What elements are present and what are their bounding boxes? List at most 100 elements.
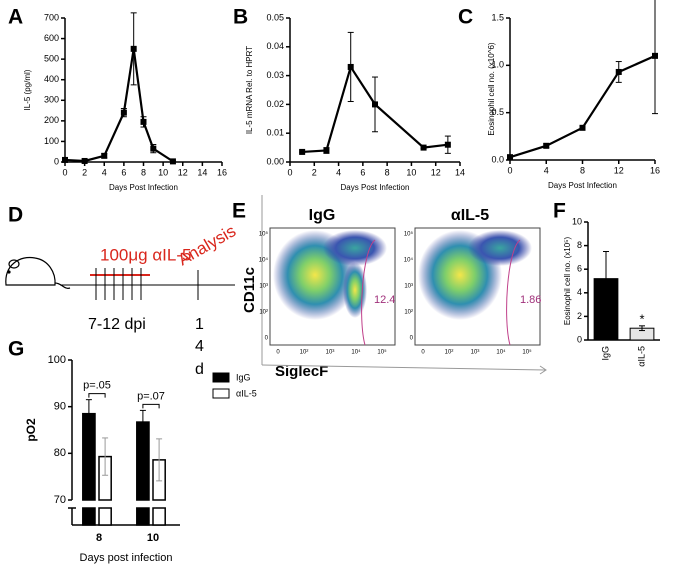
x-tick-label: 6: [121, 167, 126, 177]
point: [120, 109, 127, 116]
flow-tick-label: 0: [410, 336, 414, 342]
y-tick-label: 1.5: [491, 12, 504, 22]
y-axis-label: Eosinophil cell no. (x10⁵): [563, 237, 572, 326]
flow-axis-arrow: [539, 365, 547, 375]
flow-tick-label: 10⁴: [259, 257, 269, 264]
point: [299, 148, 306, 155]
flow-tick-label: 10³: [471, 350, 480, 356]
bracket: [88, 393, 106, 398]
window-label: 7-12 dpi: [88, 316, 146, 333]
flow-title: IgG: [309, 207, 336, 224]
y-tick-label: 80: [54, 447, 66, 459]
flow-title: αIL-5: [451, 207, 489, 224]
day-label: d: [195, 361, 204, 378]
point: [130, 45, 137, 52]
y-tick-label: 0.0: [491, 154, 504, 164]
y-tick-label: 6: [577, 264, 582, 274]
y-tick-label: 400: [44, 74, 59, 84]
p-value: p=.07: [137, 390, 165, 402]
flow-tick-label: 10²: [404, 310, 413, 316]
legend-label: IgG: [236, 372, 251, 382]
flow-tick-label: 10³: [326, 350, 335, 356]
point: [81, 157, 88, 164]
legend-swatch: [212, 372, 230, 383]
y-tick-label: 0.01: [266, 128, 284, 138]
y-tick-label: 300: [44, 95, 59, 105]
day-label: 4: [195, 338, 204, 355]
panel-letter: G: [8, 338, 24, 361]
point: [507, 154, 513, 161]
flow-axis-arrow: [261, 364, 546, 371]
mouse-icon: [5, 256, 71, 289]
x-tick-label: 14: [455, 167, 465, 177]
x-tick-label: 8: [96, 532, 102, 544]
x-tick-label: 8: [385, 167, 390, 177]
line: [64, 48, 174, 163]
flow-tick-label: 10⁵: [377, 349, 387, 356]
y-tick-label: 0: [54, 156, 59, 166]
bar-stub: [98, 507, 112, 526]
legend-swatch: [212, 388, 230, 399]
x-tick-label: 0: [287, 167, 292, 177]
y-tick-label: 700: [44, 12, 59, 22]
panel-letter: E: [232, 200, 246, 223]
y-tick-label: 0.5: [491, 107, 504, 117]
flow-y-label: CD11c: [241, 267, 258, 313]
y-tick-label: 100: [48, 354, 66, 366]
significance: *: [639, 311, 644, 326]
point: [543, 142, 550, 149]
x-tick-label: 10: [406, 167, 416, 177]
x-tick-label: 4: [102, 167, 107, 177]
point: [652, 52, 658, 59]
x-tick-label: 16: [217, 167, 227, 177]
y-axis-label: IL-5 (pg/ml): [23, 69, 32, 110]
flow-tick-label: 10⁵: [259, 231, 269, 238]
x-tick-label: IgG: [600, 346, 610, 361]
flow-tick-label: 10⁵: [404, 231, 414, 238]
x-tick-label: 14: [197, 167, 207, 177]
point: [323, 147, 330, 154]
panel-letter: F: [553, 200, 566, 223]
y-tick-label: 4: [577, 287, 582, 297]
x-tick-label: 2: [312, 167, 317, 177]
x-tick-label: 12: [614, 165, 624, 175]
x-axis-label: Days post infection: [80, 552, 173, 564]
x-axis-label: Days Post Infection: [548, 181, 617, 190]
y-tick-label: 0.00: [266, 156, 284, 166]
treatment-label: 100μg αIL-5: [100, 245, 191, 264]
x-tick-label: 16: [650, 165, 660, 175]
point: [140, 118, 147, 125]
y-axis-label: Eosinophil cell no. (x10^6): [487, 42, 496, 135]
x-axis-label: Days Post Infection: [109, 183, 178, 192]
flow-tick-label: 10³: [259, 284, 268, 290]
bracket: [142, 403, 160, 409]
line: [509, 54, 656, 159]
point: [347, 63, 354, 70]
x-tick-label: 12: [178, 167, 188, 177]
y-tick-label: 0.02: [266, 99, 284, 109]
y-tick-label: 2: [577, 311, 582, 321]
x-tick-label: 4: [336, 167, 341, 177]
legend-label: αIL-5: [236, 388, 257, 398]
y-tick-label: 0.03: [266, 70, 284, 80]
point: [444, 141, 451, 148]
x-axis-label: Days Post Infection: [341, 183, 410, 192]
y-tick-label: 600: [44, 33, 59, 43]
point: [150, 145, 157, 152]
timeline-ticks: [95, 268, 199, 300]
x-tick-label: 2: [82, 167, 87, 177]
panel-letter: D: [8, 204, 23, 227]
day-label: 1: [195, 316, 204, 333]
panel-letter: B: [233, 6, 248, 29]
y-tick-label: 0.04: [266, 41, 284, 51]
point: [62, 156, 68, 163]
flow-plot: [414, 227, 541, 346]
y-axis-label: IL-5 mRNA Rel. to HPRT: [245, 46, 254, 134]
y-tick-label: 100: [44, 136, 59, 146]
y-tick-label: 70: [54, 494, 66, 506]
point: [169, 158, 176, 165]
y-tick-label: 1.0: [491, 60, 504, 70]
bar-stub: [82, 507, 96, 526]
flow-tick-label: 10³: [404, 284, 413, 290]
